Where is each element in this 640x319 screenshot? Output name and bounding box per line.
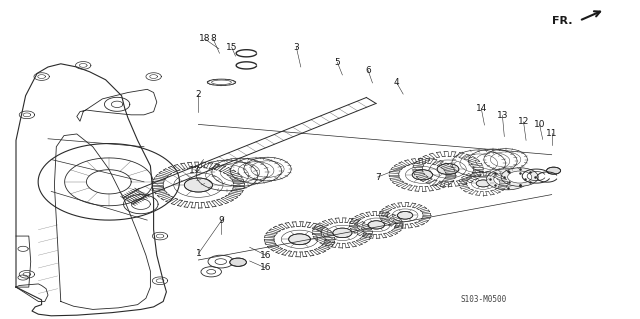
Text: 10: 10 bbox=[534, 120, 545, 129]
Circle shape bbox=[230, 258, 246, 266]
Circle shape bbox=[476, 180, 490, 187]
Text: 2: 2 bbox=[196, 90, 201, 99]
Text: 8: 8 bbox=[211, 34, 216, 43]
Text: 11: 11 bbox=[546, 129, 557, 138]
Text: 12: 12 bbox=[518, 117, 529, 126]
Ellipse shape bbox=[501, 168, 538, 186]
Circle shape bbox=[289, 234, 310, 245]
Circle shape bbox=[412, 170, 433, 180]
Text: 7: 7 bbox=[375, 173, 380, 182]
Text: 5: 5 bbox=[335, 58, 340, 67]
Circle shape bbox=[368, 221, 385, 229]
Text: 6: 6 bbox=[365, 66, 371, 75]
Text: 14: 14 bbox=[476, 104, 487, 113]
Text: 1: 1 bbox=[196, 249, 201, 258]
Text: 3: 3 bbox=[294, 43, 299, 52]
Text: 16: 16 bbox=[260, 251, 271, 260]
Text: 4: 4 bbox=[394, 78, 399, 87]
Text: 18: 18 bbox=[199, 34, 211, 43]
Circle shape bbox=[333, 228, 352, 238]
Text: 9: 9 bbox=[218, 216, 223, 225]
Ellipse shape bbox=[494, 173, 521, 186]
Text: 15: 15 bbox=[226, 43, 237, 52]
Text: FR.: FR. bbox=[552, 16, 573, 26]
Text: 17: 17 bbox=[189, 166, 201, 175]
Circle shape bbox=[437, 164, 459, 174]
Text: 13: 13 bbox=[497, 111, 508, 120]
Circle shape bbox=[547, 167, 561, 174]
Text: 16: 16 bbox=[260, 263, 271, 272]
Ellipse shape bbox=[486, 169, 529, 190]
Circle shape bbox=[397, 211, 413, 219]
Ellipse shape bbox=[508, 171, 532, 183]
Text: S103-M0500: S103-M0500 bbox=[461, 295, 507, 304]
Circle shape bbox=[184, 178, 212, 192]
